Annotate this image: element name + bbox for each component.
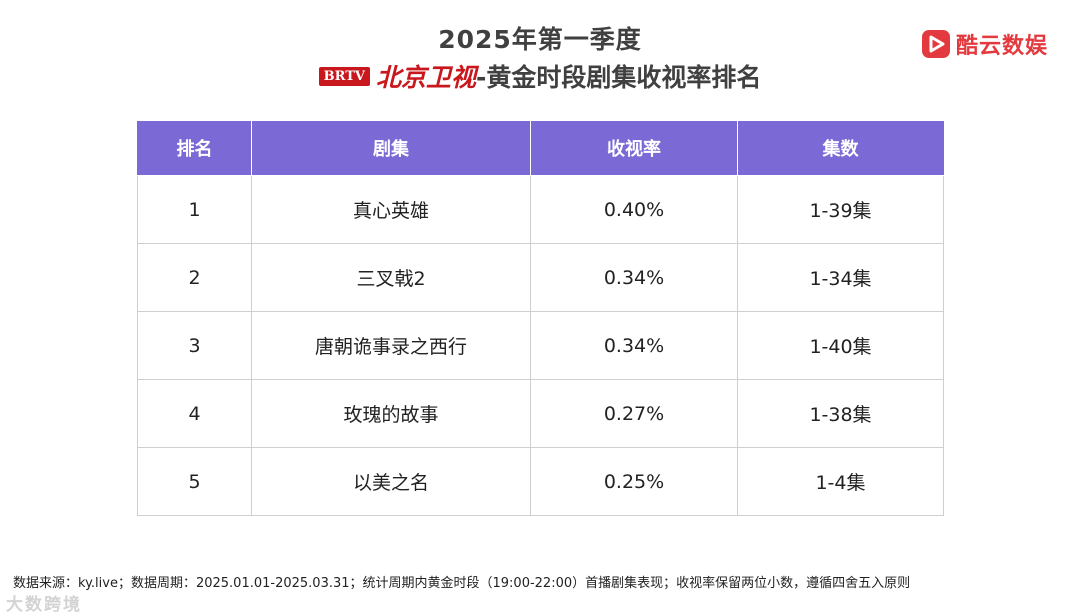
subtitle-text: -黄金时段剧集收视率排名 [475, 63, 762, 92]
drama-cell: 玫瑰的故事 [251, 379, 531, 448]
play-logo-icon [921, 30, 950, 58]
episodes-cell: 1-34集 [737, 243, 944, 312]
table-row: 3 唐朝诡事录之西行 0.34% 1-40集 [137, 311, 944, 380]
brtv-logo: BRTV [318, 66, 370, 86]
drama-cell: 真心英雄 [251, 175, 531, 244]
channel-name: 北京卫视 [375, 63, 476, 92]
rank-cell: 5 [137, 447, 252, 516]
page-title: 2025年第一季度 [438, 25, 642, 54]
column-header-episodes: 集数 [737, 121, 944, 176]
table-row: 2 三叉戟2 0.34% 1-34集 [137, 243, 944, 312]
rank-cell: 4 [137, 379, 252, 448]
rating-cell: 0.34% [530, 311, 738, 380]
column-header-drama: 剧集 [251, 121, 531, 176]
episodes-cell: 1-39集 [737, 175, 944, 244]
table-row: 1 真心英雄 0.40% 1-39集 [137, 175, 944, 244]
watermark: 大数跨境 [6, 595, 82, 615]
episodes-cell: 1-4集 [737, 447, 944, 516]
episodes-cell: 1-38集 [737, 379, 944, 448]
rating-cell: 0.40% [530, 175, 738, 244]
brand-logo: 酷云数娱 [921, 28, 1048, 60]
rating-cell: 0.27% [530, 379, 738, 448]
rating-cell: 0.25% [530, 447, 738, 516]
table-header-row: 排名 剧集 收视率 集数 [137, 121, 944, 176]
table-row: 5 以美之名 0.25% 1-4集 [137, 447, 944, 516]
rank-cell: 1 [137, 175, 252, 244]
rank-cell: 2 [137, 243, 252, 312]
rank-cell: 3 [137, 311, 252, 380]
drama-cell: 唐朝诡事录之西行 [251, 311, 531, 380]
page-subtitle: BRTV 北京卫视 -黄金时段剧集收视率排名 [0, 58, 1080, 94]
rating-cell: 0.34% [530, 243, 738, 312]
footer-note: 数据来源：ky.live；数据周期：2025.01.01-2025.03.31；… [13, 576, 911, 591]
ranking-table: 排名 剧集 收视率 集数 1 真心英雄 0.40% 1-39集 2 三叉戟2 0… [137, 121, 944, 516]
column-header-rank: 排名 [137, 121, 252, 176]
drama-cell: 以美之名 [251, 447, 531, 516]
drama-cell: 三叉戟2 [251, 243, 531, 312]
episodes-cell: 1-40集 [737, 311, 944, 380]
column-header-rating: 收视率 [530, 121, 738, 176]
table-row: 4 玫瑰的故事 0.27% 1-38集 [137, 379, 944, 448]
brand-name: 酷云数娱 [955, 34, 1048, 59]
